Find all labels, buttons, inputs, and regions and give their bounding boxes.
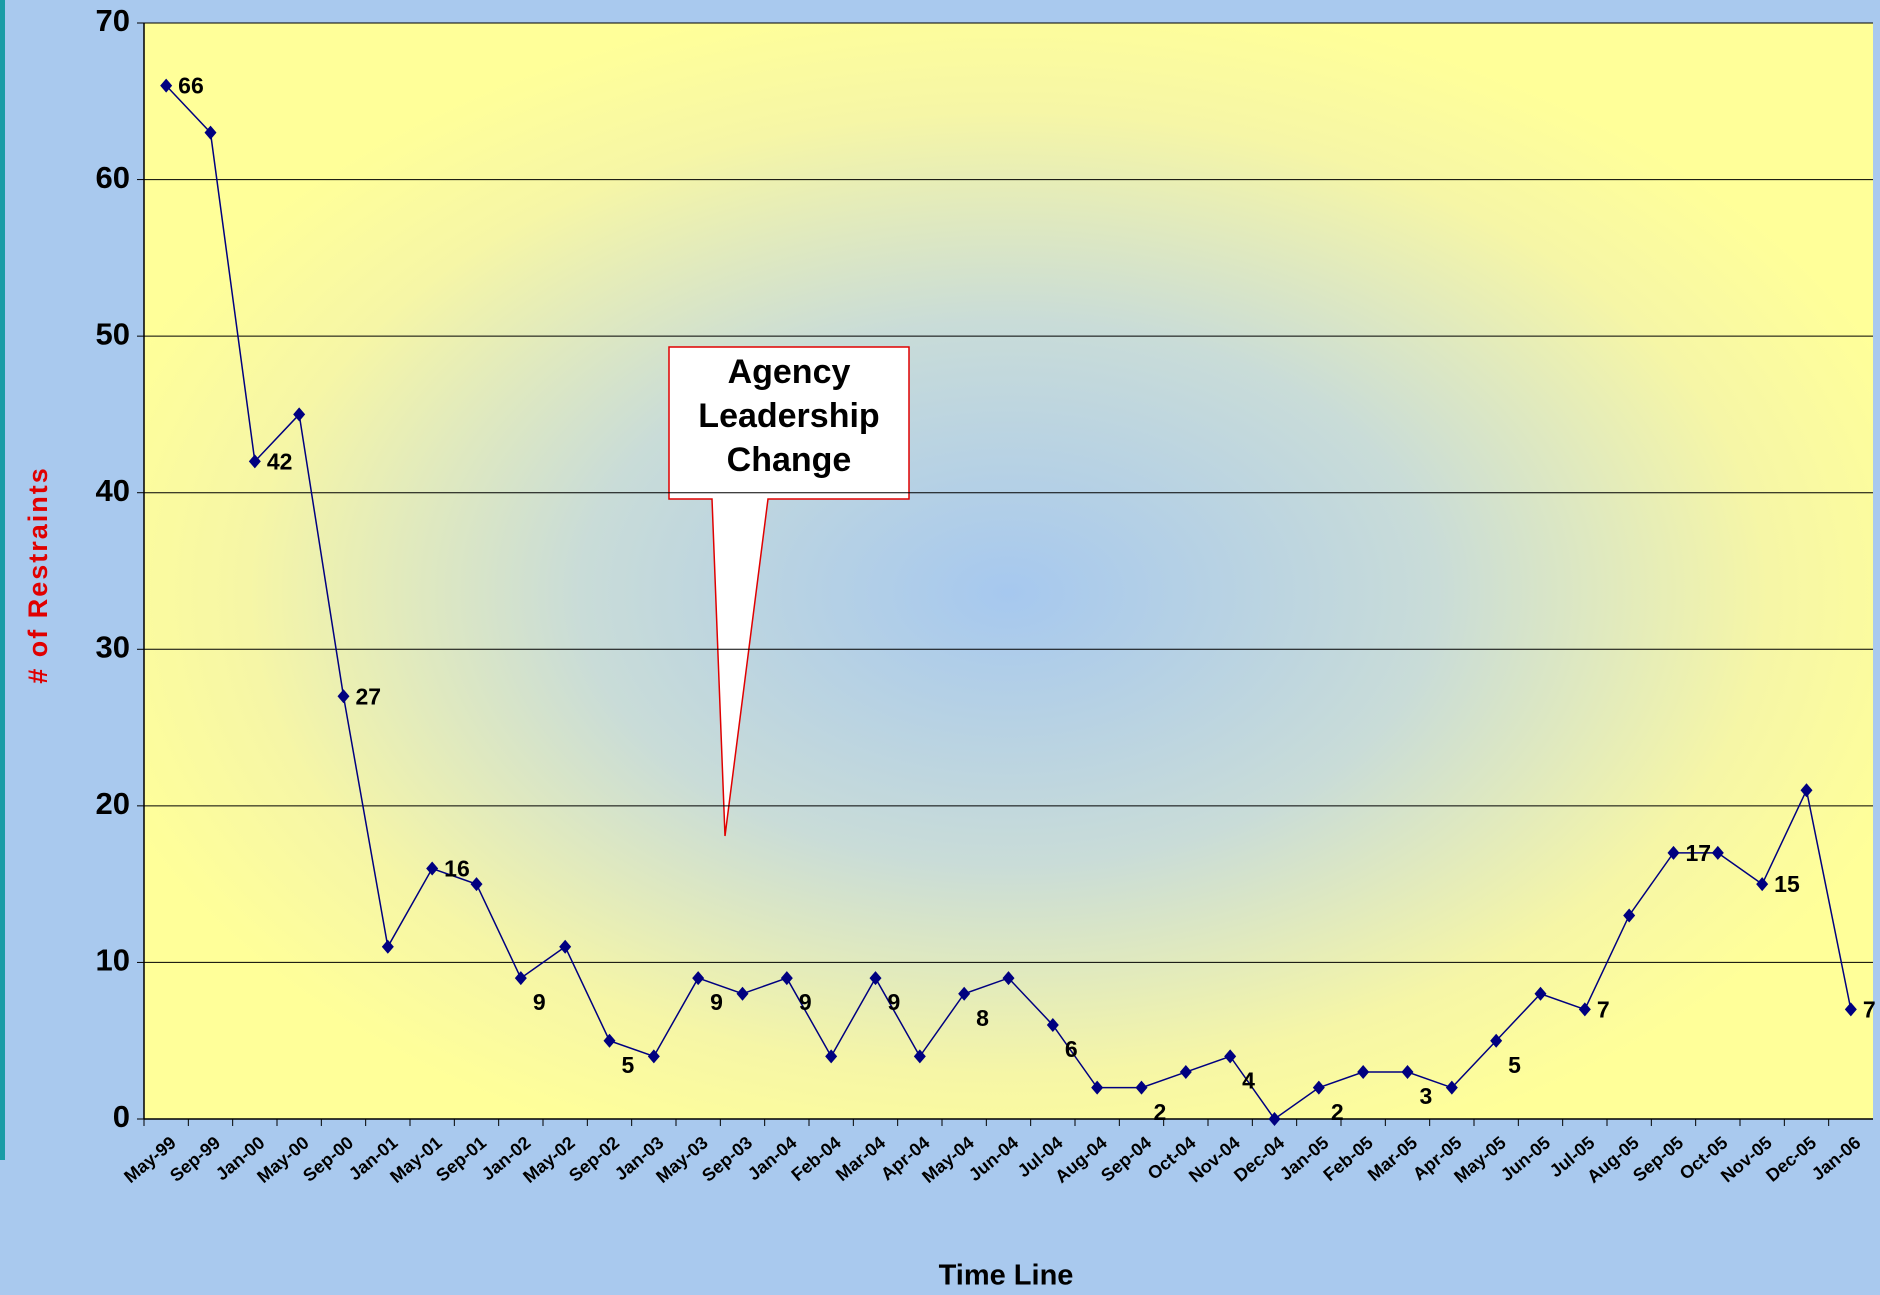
data-point <box>1445 1080 1458 1095</box>
data-label: 2 <box>1154 1099 1167 1125</box>
y-tick-label: 50 <box>96 316 130 351</box>
x-tick-label: Jun-04 <box>965 1132 1022 1185</box>
x-tick-label: Sep-04 <box>1097 1132 1155 1185</box>
data-label: 5 <box>622 1052 635 1078</box>
data-point <box>1046 1018 1059 1033</box>
data-label: 9 <box>799 989 812 1015</box>
data-point <box>204 125 217 140</box>
data-point <box>1490 1033 1503 1048</box>
data-label: 17 <box>1686 840 1712 866</box>
data-point <box>559 939 572 954</box>
data-point <box>293 407 306 422</box>
data-point <box>1844 1002 1857 1017</box>
x-tick-label: Nov-04 <box>1185 1132 1244 1186</box>
data-label: 9 <box>533 989 546 1015</box>
data-label: 16 <box>444 856 470 882</box>
plot-area <box>144 23 1873 1119</box>
y-tick-label: 0 <box>113 1099 130 1134</box>
data-label: 4 <box>1242 1067 1255 1093</box>
data-point <box>1091 1080 1104 1095</box>
data-point <box>825 1049 838 1064</box>
x-tick-label: Jun-05 <box>1497 1132 1554 1185</box>
x-tick-label: Dec-05 <box>1762 1132 1820 1185</box>
data-point <box>337 689 350 704</box>
y-tick-label: 60 <box>96 160 130 195</box>
data-label: 9 <box>888 989 901 1015</box>
data-label: 2 <box>1331 1099 1344 1125</box>
edge-strip <box>0 0 5 1160</box>
x-tick-label: Sep-03 <box>698 1132 756 1185</box>
data-point <box>1312 1080 1325 1095</box>
data-label: 66 <box>178 73 204 99</box>
data-point <box>1623 908 1636 923</box>
data-point <box>1268 1112 1281 1126</box>
data-point <box>1756 877 1769 892</box>
x-tick-label: Feb-04 <box>787 1132 844 1185</box>
annotation: Agency Leadership Change <box>698 353 880 479</box>
data-label: 5 <box>1508 1052 1521 1078</box>
data-point <box>692 971 705 986</box>
x-tick-label: Mar-05 <box>1364 1132 1421 1185</box>
data-label: 6 <box>1065 1036 1078 1062</box>
data-label: 15 <box>1774 871 1800 897</box>
x-tick-label: Nov-05 <box>1717 1132 1776 1186</box>
data-point <box>514 971 527 986</box>
y-tick-label: 10 <box>96 943 130 978</box>
data-point <box>1224 1049 1237 1064</box>
callout-box <box>668 346 910 837</box>
data-point <box>647 1049 660 1064</box>
x-tick-label: Sep-99 <box>166 1132 224 1185</box>
x-tick-label: Mar-04 <box>832 1132 889 1185</box>
data-point <box>1534 986 1547 1001</box>
data-point <box>1357 1065 1370 1080</box>
data-label: 7 <box>1863 996 1876 1022</box>
data-label: 42 <box>267 448 293 474</box>
data-point <box>913 1049 926 1064</box>
data-point <box>1179 1065 1192 1080</box>
data-point <box>603 1033 616 1048</box>
data-label: 7 <box>1597 996 1610 1022</box>
data-point <box>736 986 749 1001</box>
data-label: 8 <box>976 1005 989 1031</box>
data-label: 3 <box>1420 1083 1433 1109</box>
data-point <box>1711 845 1724 860</box>
x-axis-label: Time Line <box>939 1260 1074 1292</box>
data-point <box>1667 845 1680 860</box>
data-point <box>958 986 971 1001</box>
data-point <box>1135 1080 1148 1095</box>
data-point <box>381 939 394 954</box>
y-tick-label: 40 <box>96 473 130 508</box>
data-point <box>780 971 793 986</box>
y-tick-label: 30 <box>96 629 130 664</box>
data-point <box>1800 783 1813 798</box>
data-point <box>1401 1065 1414 1080</box>
x-tick-label: Dec-04 <box>1230 1132 1288 1185</box>
y-axis-label: # of Restraints <box>23 466 53 684</box>
data-point <box>1578 1002 1591 1017</box>
data-point <box>426 861 439 876</box>
x-tick-label: Jan-06 <box>1808 1132 1865 1184</box>
x-tick-label: Sep-02 <box>565 1132 623 1185</box>
x-tick-label: May-99 <box>120 1132 180 1187</box>
data-label: 9 <box>710 989 723 1015</box>
data-point <box>869 971 882 986</box>
y-tick-label: 20 <box>96 786 130 821</box>
y-tick-label: 70 <box>96 3 130 38</box>
data-point <box>160 78 173 93</box>
data-label: 27 <box>356 683 382 709</box>
x-tick-label: Sep-00 <box>299 1132 357 1185</box>
data-point <box>470 877 483 892</box>
data-point <box>1002 971 1015 986</box>
x-tick-label: Sep-05 <box>1629 1132 1687 1185</box>
x-tick-label: Feb-05 <box>1319 1132 1376 1185</box>
data-point <box>248 454 261 469</box>
x-tick-label: Sep-01 <box>432 1132 490 1185</box>
